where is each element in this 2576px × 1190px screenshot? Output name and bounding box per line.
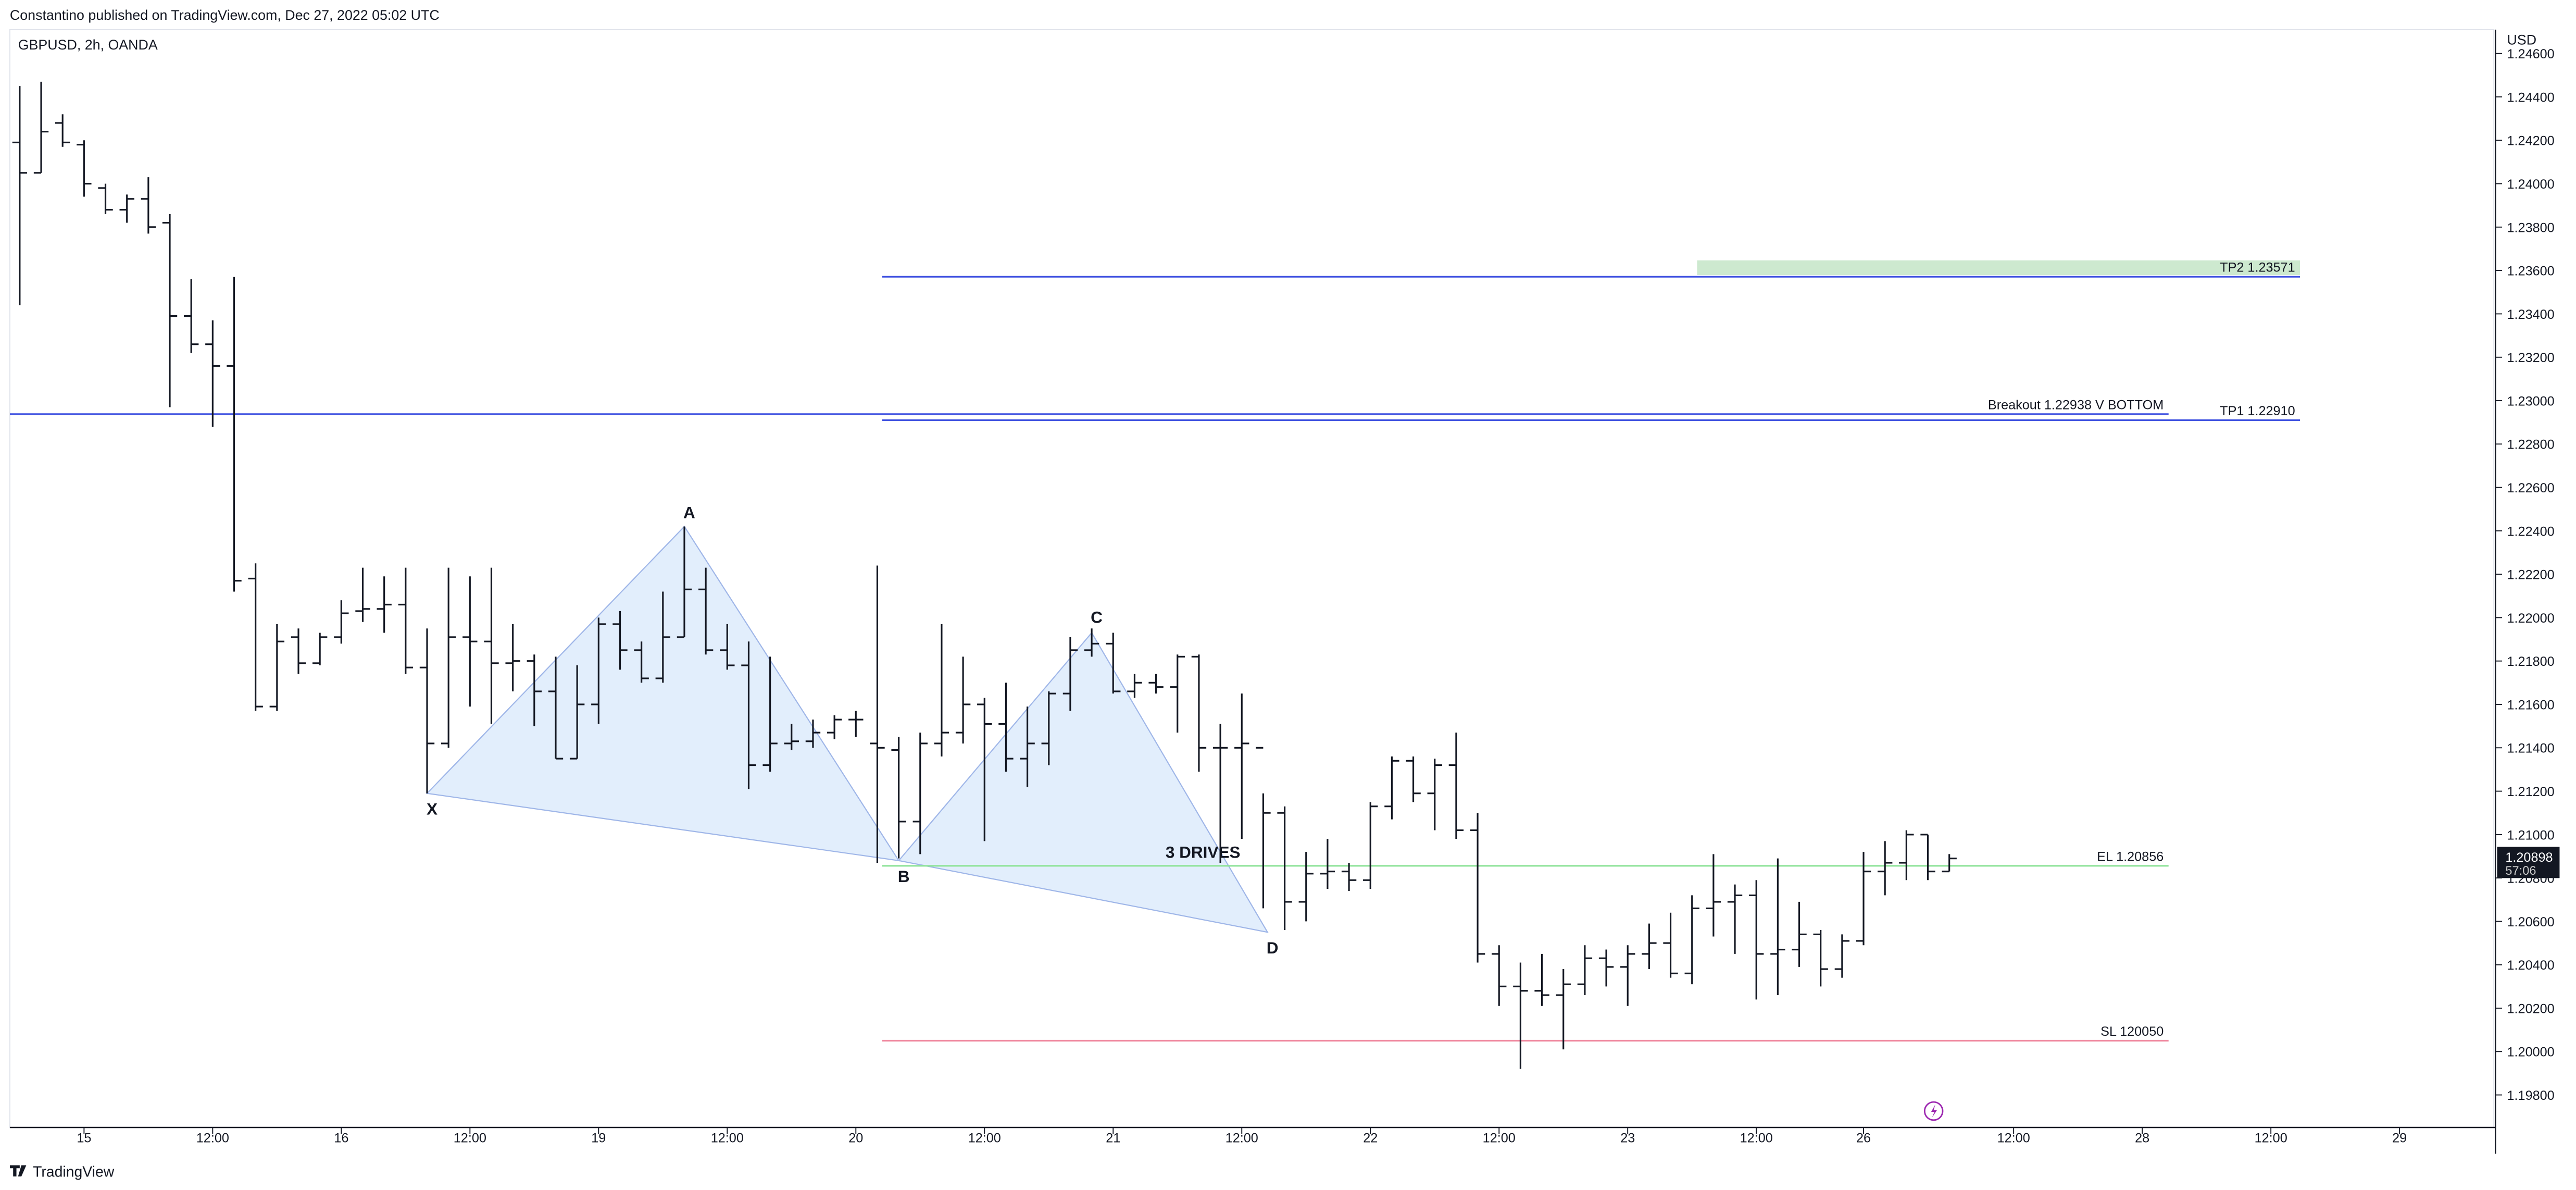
- pattern-point-label: C: [1091, 608, 1103, 627]
- pattern-point-label: B: [898, 867, 910, 886]
- pattern-leg: [897, 631, 1269, 933]
- countdown: 57:06: [2505, 864, 2536, 878]
- y-tick-label: 1.22200: [2507, 568, 2555, 582]
- y-tick-label: 1.23600: [2507, 264, 2555, 279]
- x-tick-label: 21: [1106, 1131, 1120, 1145]
- y-tick-label: 1.24400: [2507, 90, 2555, 105]
- level-label: Breakout 1.22938 V BOTTOM: [1988, 398, 2164, 412]
- y-tick-label: 1.21400: [2507, 741, 2555, 756]
- x-tick-label: 12:00: [1483, 1131, 1516, 1145]
- x-tick-label: 15: [77, 1131, 91, 1145]
- y-tick-label: 1.22800: [2507, 438, 2555, 452]
- x-tick-label: 12:00: [196, 1131, 229, 1145]
- x-tick-label: 12:00: [2255, 1131, 2287, 1145]
- x-tick-label: 12:00: [1740, 1131, 1773, 1145]
- y-tick-label: 1.22600: [2507, 481, 2555, 495]
- y-tick-label: 1.20600: [2507, 915, 2555, 929]
- x-tick-label: 19: [591, 1131, 606, 1145]
- x-tick-label: 23: [1620, 1131, 1635, 1145]
- lightning-icon[interactable]: [1923, 1101, 1944, 1121]
- publisher: Constantino published on TradingView.com…: [10, 7, 440, 23]
- pattern-point-label: A: [683, 503, 695, 522]
- x-tick-label: 12:00: [1226, 1131, 1258, 1145]
- x-tick-label: 29: [2392, 1131, 2407, 1145]
- x-tick-label: 12:00: [968, 1131, 1001, 1145]
- symbol: GBPUSD, 2h, OANDA: [18, 37, 158, 53]
- x-tick-label: 20: [848, 1131, 863, 1145]
- y-tick-label: 1.21200: [2507, 785, 2555, 799]
- level-label: TP1 1.22910: [2220, 404, 2295, 418]
- x-tick-label: 22: [1363, 1131, 1378, 1145]
- y-tick-label: 1.23800: [2507, 220, 2555, 235]
- pattern-name: 3 DRIVES: [1166, 843, 1241, 862]
- y-tick-label: 1.24600: [2507, 47, 2555, 61]
- x-tick-label: 28: [2135, 1131, 2149, 1145]
- x-tick-label: 26: [1856, 1131, 1871, 1145]
- y-tick-label: 1.23400: [2507, 307, 2555, 322]
- x-tick-label: 12:00: [454, 1131, 486, 1145]
- pattern-point-label: X: [427, 800, 437, 819]
- x-tick-label: 12:00: [1997, 1131, 2030, 1145]
- y-tick-label: 1.24200: [2507, 134, 2555, 148]
- level-label: SL 120050: [2100, 1024, 2164, 1039]
- y-tick-label: 1.20200: [2507, 1001, 2555, 1016]
- y-tick-label: 1.20000: [2507, 1045, 2555, 1060]
- y-tick-label: 1.24000: [2507, 177, 2555, 192]
- level-label: TP2 1.23571: [2220, 261, 2295, 275]
- y-tick-label: 1.23200: [2507, 351, 2555, 365]
- last-price-tag: [2497, 847, 2560, 878]
- y-tick-label: 1.21000: [2507, 828, 2555, 842]
- y-tick-label: 1.23000: [2507, 394, 2555, 408]
- y-tick-label: 1.22400: [2507, 524, 2555, 539]
- y-tick-label: 1.22000: [2507, 611, 2555, 626]
- target-zone: [1697, 260, 2300, 276]
- pattern-point-label: D: [1267, 938, 1279, 957]
- brand-name: TradingView: [33, 1164, 115, 1181]
- y-tick-label: 1.20400: [2507, 958, 2555, 973]
- y-tick-label: 1.21800: [2507, 654, 2555, 669]
- x-tick-label: 12:00: [711, 1131, 744, 1145]
- currency: USD: [2507, 32, 2537, 47]
- brand: TradingView: [9, 1164, 115, 1181]
- last-price: 1.20898: [2505, 850, 2553, 865]
- level-label: EL 1.20856: [2097, 849, 2164, 864]
- y-tick-label: 1.19800: [2507, 1088, 2555, 1103]
- y-tick-label: 1.21600: [2507, 698, 2555, 712]
- x-tick-label: 16: [334, 1131, 348, 1145]
